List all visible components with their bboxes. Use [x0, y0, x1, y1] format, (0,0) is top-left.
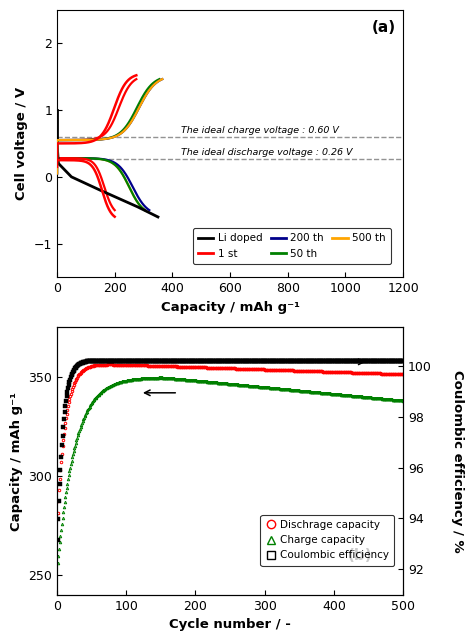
500 th: [122, 126, 128, 134]
1 st: [77, 136, 83, 144]
Line: 200 th: 200 th: [57, 79, 162, 174]
Coulombic efficiency: [242, 356, 247, 364]
Coulombic efficiency: [392, 356, 398, 364]
X-axis label: Cycle number / -: Cycle number / -: [169, 619, 291, 631]
200 th: [141, 94, 147, 102]
Coulombic efficiency: [246, 356, 252, 364]
50 th: [121, 125, 127, 133]
Dischrage capacity: [392, 370, 398, 378]
500 th: [123, 125, 129, 133]
Line: Dischrage capacity: Dischrage capacity: [56, 363, 404, 514]
50 th: [80, 136, 85, 144]
500 th: [84, 136, 90, 144]
200 th: [122, 126, 128, 134]
1 st: [120, 94, 126, 102]
Charge capacity: [222, 379, 228, 387]
Coulombic efficiency: [261, 356, 267, 364]
1 st: [74, 136, 80, 144]
500 th: [141, 94, 147, 102]
Charge capacity: [400, 397, 406, 404]
1 st: [106, 125, 112, 133]
50 th: [91, 136, 97, 144]
50 th: [120, 126, 126, 134]
50 th: [139, 94, 145, 102]
1 st: [54, 170, 60, 178]
200 th: [54, 170, 60, 178]
Y-axis label: Cell voltage / V: Cell voltage / V: [15, 87, 28, 200]
Charge capacity: [242, 381, 248, 389]
200 th: [123, 125, 129, 133]
200 th: [80, 136, 86, 144]
1 st: [105, 126, 111, 134]
200 th: [92, 136, 98, 144]
Line: Coulombic efficiency: Coulombic efficiency: [56, 359, 405, 542]
Dischrage capacity: [55, 509, 61, 517]
Text: The ideal discharge voltage : 0.26 V: The ideal discharge voltage : 0.26 V: [181, 149, 353, 158]
50 th: [156, 75, 162, 83]
Legend: Dischrage capacity, Charge capacity, Coulombic efficiency: Dischrage capacity, Charge capacity, Cou…: [260, 515, 394, 565]
X-axis label: Capacity / mAh g⁻¹: Capacity / mAh g⁻¹: [161, 301, 300, 313]
Line: Charge capacity: Charge capacity: [56, 376, 404, 565]
Legend: Li doped, 1 st, 200 th, 50 th, 500 th: Li doped, 1 st, 200 th, 50 th, 500 th: [192, 228, 391, 264]
Charge capacity: [392, 396, 398, 404]
Dischrage capacity: [219, 364, 225, 372]
Charge capacity: [338, 391, 344, 399]
Dischrage capacity: [338, 369, 344, 376]
200 th: [84, 136, 90, 144]
500 th: [159, 75, 165, 83]
Dischrage capacity: [222, 364, 228, 372]
Y-axis label: Capacity / mAh g⁻¹: Capacity / mAh g⁻¹: [10, 392, 23, 531]
1 st: [83, 136, 89, 144]
Charge capacity: [55, 560, 61, 567]
Text: (a): (a): [372, 21, 396, 35]
Coulombic efficiency: [338, 356, 344, 364]
Coulombic efficiency: [400, 356, 406, 364]
Charge capacity: [158, 374, 164, 381]
500 th: [80, 136, 86, 144]
Charge capacity: [261, 383, 267, 391]
Dischrage capacity: [400, 370, 406, 378]
Dischrage capacity: [107, 361, 112, 369]
Text: (b): (b): [348, 548, 373, 563]
500 th: [92, 136, 98, 144]
Dischrage capacity: [261, 365, 267, 373]
Coulombic efficiency: [221, 356, 227, 364]
1 st: [134, 75, 139, 83]
Dischrage capacity: [242, 365, 248, 372]
500 th: [54, 170, 60, 178]
50 th: [54, 170, 60, 178]
50 th: [84, 136, 90, 144]
Y-axis label: Coulombic efficiency / %: Coulombic efficiency / %: [451, 370, 464, 553]
Line: 50 th: 50 th: [57, 79, 159, 174]
Charge capacity: [219, 379, 225, 387]
Coulombic efficiency: [55, 537, 61, 544]
Line: 1 st: 1 st: [57, 79, 137, 174]
Line: 500 th: 500 th: [57, 79, 162, 174]
Text: The ideal charge voltage : 0.60 V: The ideal charge voltage : 0.60 V: [181, 126, 339, 135]
Coulombic efficiency: [219, 356, 225, 364]
200 th: [159, 75, 165, 83]
